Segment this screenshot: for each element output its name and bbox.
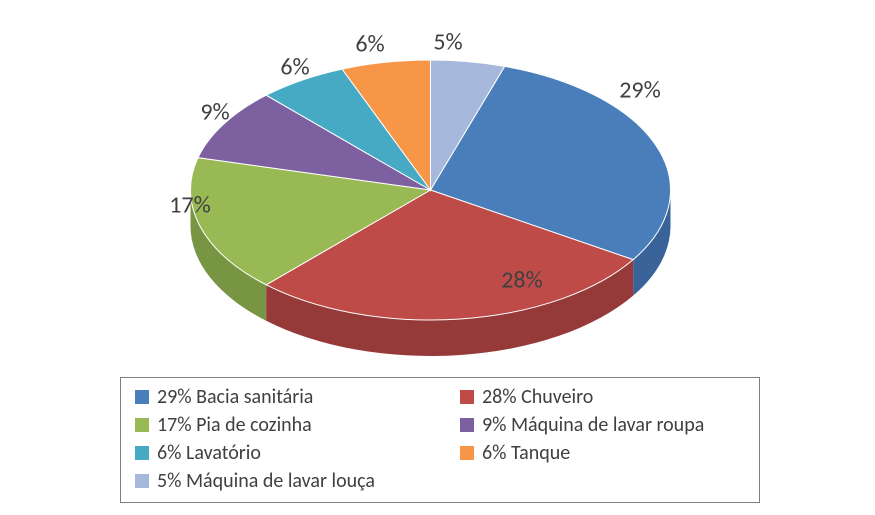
legend-item: 6% Tanque <box>460 442 745 464</box>
pie-svg <box>0 0 875 380</box>
legend-swatch <box>135 474 149 488</box>
legend-item: 17% Pia de cozinha <box>135 414 420 436</box>
slice-label: 29% <box>619 76 660 105</box>
legend-text: 5% Máquina de lavar louça <box>157 470 375 492</box>
legend-item: 5% Máquina de lavar louça <box>135 470 420 492</box>
slice-label: 28% <box>501 266 542 295</box>
legend-text: 6% Tanque <box>482 442 570 464</box>
slice-label: 6% <box>280 53 309 82</box>
legend-text: 17% Pia de cozinha <box>157 414 312 436</box>
legend-text: 28% Chuveiro <box>482 386 593 408</box>
legend-swatch <box>135 418 149 432</box>
legend-item: 29% Bacia sanitária <box>135 386 420 408</box>
pie-chart: 29% 28% 17% 9% 6% 6% 5% <box>0 0 875 380</box>
legend-item: 9% Máquina de lavar roupa <box>460 414 745 436</box>
slice-label: 6% <box>355 30 384 59</box>
legend-text: 6% Lavatório <box>157 442 261 464</box>
legend: 29% Bacia sanitária 28% Chuveiro 17% Pia d… <box>120 377 760 503</box>
legend-swatch <box>460 418 474 432</box>
slice-label: 9% <box>200 98 229 127</box>
legend-swatch <box>460 446 474 460</box>
legend-swatch <box>135 446 149 460</box>
legend-text: 9% Máquina de lavar roupa <box>482 414 704 436</box>
legend-swatch <box>135 390 149 404</box>
legend-text: 29% Bacia sanitária <box>157 386 313 408</box>
legend-item: 28% Chuveiro <box>460 386 745 408</box>
legend-item: 6% Lavatório <box>135 442 420 464</box>
slice-label: 5% <box>433 28 462 57</box>
legend-swatch <box>460 390 474 404</box>
slice-label: 17% <box>169 191 210 220</box>
